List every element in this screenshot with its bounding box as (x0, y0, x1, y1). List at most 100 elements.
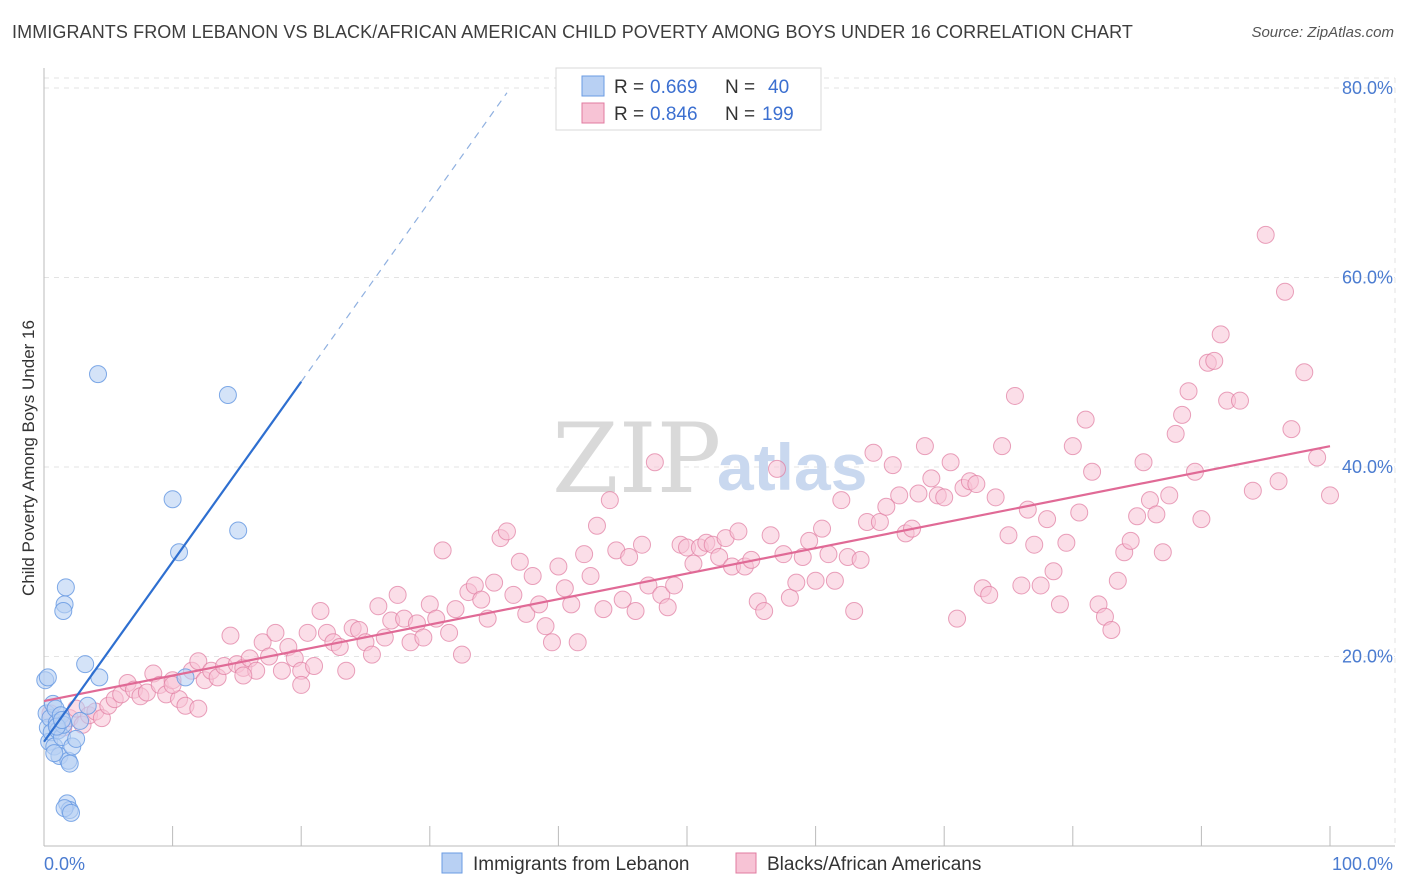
data-point-blacks (1102, 620, 1121, 639)
trend-line-lebanon-extension (300, 92, 508, 383)
data-point-blacks (793, 548, 812, 567)
data-point-blacks (1308, 448, 1327, 467)
data-point-blacks (922, 469, 941, 488)
data-point-blacks (1083, 462, 1102, 481)
data-point-lebanon (67, 729, 86, 748)
data-point-blacks (1038, 510, 1057, 529)
data-point-blacks (1230, 391, 1249, 410)
data-point-blacks (1192, 510, 1211, 529)
data-point-blacks (298, 623, 317, 642)
data-point-blacks (452, 645, 471, 664)
data-point-blacks (1057, 533, 1076, 552)
data-point-blacks (510, 552, 529, 571)
data-point-blacks (1211, 325, 1230, 344)
data-point-blacks (446, 600, 465, 619)
data-point-blacks (851, 550, 870, 569)
data-point-blacks (504, 585, 523, 604)
data-point-blacks (1018, 500, 1037, 519)
data-point-lebanon (45, 744, 64, 763)
data-point-blacks (864, 443, 883, 462)
bottom-legend-label-blacks: Blacks/African Americans (767, 854, 981, 875)
y-tick-label: 60.0% (1342, 268, 1393, 288)
bottom-legend: Immigrants from Lebanon Blacks/African A… (441, 852, 981, 875)
y-tick-label: 80.0% (1342, 78, 1393, 98)
data-point-blacks (620, 548, 639, 567)
data-point-blacks (433, 541, 452, 560)
data-point-blacks (935, 488, 954, 507)
x-tick-label-min: 0.0% (44, 854, 85, 874)
data-point-blacks (472, 590, 491, 609)
data-point-blacks (787, 573, 806, 592)
x-tick-label-max: 100.0% (1332, 854, 1393, 874)
y-axis-label: Child Poverty Among Boys Under 16 (19, 320, 38, 596)
bottom-legend-swatch-blacks (735, 852, 757, 874)
grid-lines (44, 77, 1396, 846)
watermark-zip: ZIP (552, 403, 721, 515)
data-point-blacks (825, 571, 844, 590)
data-point-blacks (414, 628, 433, 647)
legend-swatch-lebanon (581, 75, 605, 97)
chart-title: IMMIGRANTS FROM LEBANON VS BLACK/AFRICAN… (12, 22, 1133, 42)
data-point-blacks (189, 699, 208, 718)
data-point-blacks (967, 475, 986, 494)
data-point-blacks (1044, 562, 1063, 581)
data-point-blacks (362, 645, 381, 664)
data-point-blacks (755, 602, 774, 621)
data-point-blacks (221, 626, 240, 645)
data-point-blacks (999, 526, 1018, 545)
data-point-blacks (1173, 405, 1192, 424)
data-point-blacks (581, 566, 600, 585)
data-point-blacks (768, 459, 787, 478)
data-point-lebanon (54, 602, 73, 621)
data-point-blacks (523, 566, 542, 585)
data-point-blacks (800, 531, 819, 550)
data-point-blacks (1153, 543, 1172, 562)
data-point-blacks (1025, 535, 1044, 554)
data-point-blacks (761, 526, 780, 545)
tick-labels: 20.0% 40.0% 60.0% 80.0% 0.0% 100.0% (44, 78, 1393, 874)
data-point-lebanon (71, 711, 90, 730)
legend-swatch-blacks (581, 102, 605, 124)
data-point-blacks (555, 579, 574, 598)
data-point-blacks (536, 617, 555, 636)
data-point-blacks (1031, 576, 1050, 595)
data-point-lebanon (60, 754, 79, 773)
data-point-lebanon (89, 365, 108, 384)
data-point-blacks (485, 573, 504, 592)
data-point-blacks (497, 522, 516, 541)
data-point-blacks (1128, 507, 1147, 526)
data-point-blacks (1282, 420, 1301, 439)
data-point-lebanon (76, 655, 95, 674)
data-point-blacks (1121, 531, 1140, 550)
data-point-lebanon (38, 668, 57, 687)
legend: R = 0.669 N = 40 R = 0.846 N = 199 (555, 67, 822, 131)
legend-r-label-2: R = (614, 104, 644, 125)
data-point-blacks (877, 497, 896, 516)
y-tick-label: 40.0% (1342, 457, 1393, 477)
data-point-blacks (993, 437, 1012, 456)
data-point-blacks (1205, 351, 1224, 370)
data-point-blacks (632, 535, 651, 554)
data-point-blacks (1076, 410, 1095, 429)
trend-line-blacks (43, 445, 1331, 703)
legend-r-label-1: R = (614, 77, 644, 98)
data-point-blacks (587, 516, 606, 535)
data-point-blacks (1012, 576, 1031, 595)
data-point-blacks (1179, 382, 1198, 401)
legend-r-value-1: 0.669 (650, 77, 698, 98)
legend-n-label-2: N = (725, 104, 755, 125)
watermark: ZIP atlas (552, 403, 867, 515)
bottom-legend-label-lebanon: Immigrants from Lebanon (473, 854, 690, 875)
data-point-blacks (883, 456, 902, 475)
data-point-blacks (909, 484, 928, 503)
data-point-blacks (369, 597, 388, 616)
data-point-blacks (684, 554, 703, 573)
data-point-blacks (1295, 363, 1314, 382)
data-point-blacks (1005, 386, 1024, 405)
legend-n-label-1: N = (725, 77, 755, 98)
data-point-blacks (1134, 453, 1153, 472)
data-point-blacks (665, 576, 684, 595)
data-point-blacks (986, 488, 1005, 507)
data-point-blacks (542, 633, 561, 652)
